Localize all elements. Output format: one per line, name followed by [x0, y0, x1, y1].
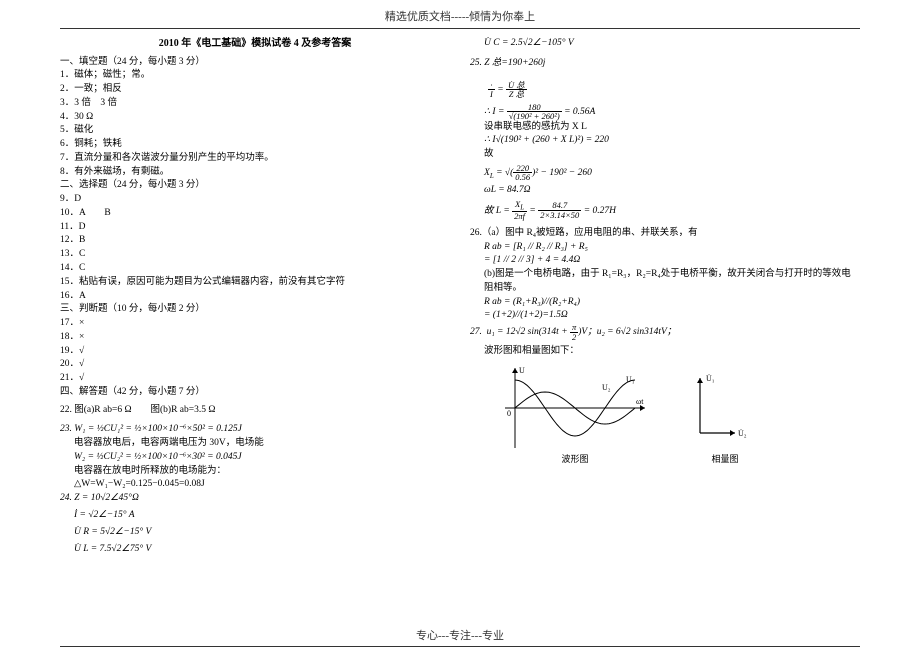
- q26-a3: = [1 // 2 // 3] + 4 = 4.4Ω: [470, 254, 860, 268]
- svg-text:U: U: [519, 366, 525, 375]
- q25-ieq: ∴ I = 180√(190² + 260²) = 0.56A: [470, 103, 860, 121]
- q22: 22. 图(a)R ab=6 Ω 图(b)R ab=3.5 Ω: [60, 404, 450, 418]
- waveform-label: 波形图: [500, 453, 650, 466]
- q12: 12．B: [60, 234, 450, 248]
- content-columns: 2010 年《电工基础》模拟试卷 4 及参考答案 一、填空题（24 分，每小题 …: [0, 29, 920, 556]
- q10: 10．A B: [60, 207, 450, 221]
- svg-text:ωt: ωt: [636, 397, 644, 406]
- bottom-rule: [60, 646, 860, 647]
- q23-l5: △W=W₁−W₂=0.125−0.045=0.08J: [60, 478, 450, 492]
- q25-l1: 25. Z 总=190+260j: [470, 57, 860, 71]
- q23-l3: W₂ = ½CU₂² = ½×100×10⁻⁶×30² = 0.045J: [60, 451, 450, 465]
- q24-i: İ = √2∠−15° A: [60, 509, 450, 523]
- q26-b2: R ab = (R₁+R₃)//(R₂+R₄): [470, 296, 860, 310]
- q9: 9．D: [60, 193, 450, 207]
- q26-b3: = (1+2)//(1+2)=1.5Ω: [470, 309, 860, 323]
- q26-b1: (b)图是一个电桥电路，由于 R₁=R₃，R₂=R₄处于电桥平衡，故开关闭合与打…: [470, 268, 860, 296]
- q24-ur: U̇ R = 5√2∠−15° V: [60, 526, 450, 540]
- q16: 16．A: [60, 290, 450, 304]
- q25-wl: ωL = 84.7Ω: [470, 184, 860, 198]
- q25-gu1: 故: [470, 148, 860, 162]
- q25-eq1: ∴ I√(190² + (260 + X L)²) = 220: [470, 134, 860, 148]
- q17: 17．×: [60, 317, 450, 331]
- phasor-label: 相量图: [690, 453, 760, 466]
- q4: 4．30 Ω: [60, 111, 450, 125]
- q18: 18．×: [60, 331, 450, 345]
- waveform-diagram: Uωt 0 U₁ U₂ 波形图: [500, 363, 650, 466]
- q15: 15．粘贴有误，原因可能为题目为公式编辑器内容，前没有其它字符: [60, 276, 450, 290]
- q20: 20．√: [60, 358, 450, 372]
- q25-l: 故 L = XL2πf = 84.72×3.14×50 = 0.27H: [470, 200, 860, 221]
- q5: 5．磁化: [60, 124, 450, 138]
- right-column: U̇ C = 2.5√2∠−105° V 25. Z 总=190+260j ·I…: [470, 37, 860, 556]
- svg-text:U₁: U₁: [626, 375, 635, 384]
- sec2-head: 二、选择题（24 分，每小题 3 分）: [60, 179, 450, 193]
- svg-text:U̇₁: U̇₁: [706, 373, 715, 383]
- svg-text:0: 0: [507, 409, 511, 418]
- doc-title: 2010 年《电工基础》模拟试卷 4 及参考答案: [60, 37, 450, 52]
- q14: 14．C: [60, 262, 450, 276]
- q27-l2: 波形图和相量图如下：: [470, 345, 860, 359]
- q7: 7．直流分量和各次谐波分量分别产生的平均功率。: [60, 152, 450, 166]
- q3: 3．3 倍 3 倍: [60, 97, 450, 111]
- q23-l2: 电容器放电后，电容两端电压为 30V，电场能: [60, 437, 450, 451]
- q25-eq2: XL = √(2200.56)² − 190² − 260: [470, 164, 860, 182]
- page-header: 精选优质文档-----倾情为你奉上: [0, 0, 920, 24]
- q19: 19．√: [60, 345, 450, 359]
- sec3-head: 三、判断题（10 分，每小题 2 分）: [60, 303, 450, 317]
- q26-a1: 26.（a）图中 R₄被短路，应用电阻的串、并联关系，有: [470, 227, 860, 241]
- q26-a2: R ab = [R₁ // R₂ // R₃] + R₅: [470, 241, 860, 255]
- q1: 1．磁体；磁性；常。: [60, 69, 450, 83]
- q6: 6．铜耗；铁耗: [60, 138, 450, 152]
- q24-ul: U̇ L = 7.5√2∠75° V: [60, 543, 450, 557]
- q8: 8．有外来磁场，有剩磁。: [60, 166, 450, 180]
- q24-uc: U̇ C = 2.5√2∠−105° V: [470, 37, 860, 51]
- q23-l4: 电容器在放电时所释放的电场能为：: [60, 465, 450, 479]
- q21: 21．√: [60, 372, 450, 386]
- q11: 11．D: [60, 221, 450, 235]
- q27-l1: 27. u₁ = 12√2 sin(314t + π2)V；u₂ = 6√2 s…: [470, 323, 860, 341]
- q24-l1: 24. Z = 10√2∠45°Ω: [60, 492, 450, 506]
- svg-text:U₂: U₂: [602, 383, 611, 392]
- q2: 2．一致；相反: [60, 83, 450, 97]
- diagram-row: Uωt 0 U₁ U₂ 波形图 U̇₁ U̇₂ 相量图: [470, 363, 860, 466]
- q25-t1: 设串联电感的感抗为 X L: [470, 121, 860, 135]
- phasor-diagram: U̇₁ U̇₂ 相量图: [690, 363, 760, 466]
- q23-l1: 23. W₁ = ½CU₁² = ½×100×10⁻⁶×50² = 0.125J: [60, 423, 450, 437]
- svg-text:U̇₂: U̇₂: [738, 428, 747, 438]
- sec4-head: 四、解答题（42 分，每小题 7 分）: [60, 386, 450, 400]
- sec1-head: 一、填空题（24 分，每小题 3 分）: [60, 56, 450, 70]
- q25-i: ·I = U̇ 总Z 总: [470, 81, 860, 99]
- page-footer: 专心---专注---专业: [0, 627, 920, 643]
- left-column: 2010 年《电工基础》模拟试卷 4 及参考答案 一、填空题（24 分，每小题 …: [60, 37, 450, 556]
- q13: 13．C: [60, 248, 450, 262]
- waveform-svg: Uωt 0 U₁ U₂: [500, 363, 650, 453]
- phasor-svg: U̇₁ U̇₂: [690, 363, 760, 453]
